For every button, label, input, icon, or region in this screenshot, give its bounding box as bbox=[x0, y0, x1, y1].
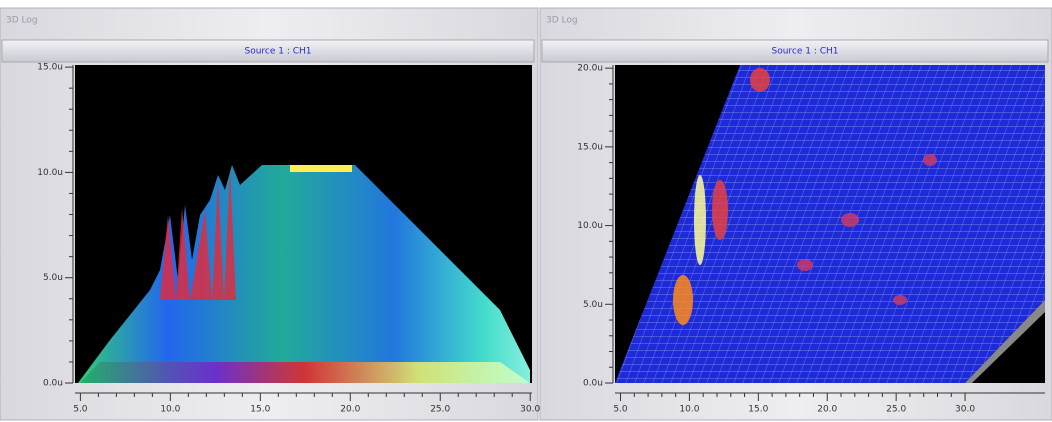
y-tick-label: 15.0u bbox=[37, 63, 63, 73]
x-tick-label: 20.0 bbox=[817, 405, 837, 415]
surface bbox=[615, 65, 1045, 383]
y-tick-label: 20.0u bbox=[577, 64, 603, 74]
y-tick-label: 10.0u bbox=[577, 221, 603, 231]
surface-peak bbox=[694, 175, 706, 265]
panel-title: 3D Log bbox=[546, 16, 578, 26]
surface-crest bbox=[290, 165, 352, 172]
panels: 3D Log Source 1 : CH1 0.0u 5.0u 10.0u 15.0u 5.… bbox=[0, 7, 1052, 421]
surface-peak bbox=[750, 68, 770, 92]
panel-title: 3D Log bbox=[6, 16, 38, 26]
x-tick-label: 25.0 bbox=[886, 405, 906, 415]
surface bbox=[78, 165, 530, 383]
y-tick-label: 10.0u bbox=[37, 168, 63, 178]
plot-title-bar bbox=[541, 39, 1049, 63]
surface-peak bbox=[712, 180, 728, 240]
x-tick-label: 15.0 bbox=[748, 405, 768, 415]
x-tick-label: 30.0 bbox=[955, 405, 975, 415]
surface-art bbox=[78, 165, 530, 383]
x-tick-label: 15.0 bbox=[250, 405, 270, 415]
surface-peak bbox=[923, 154, 937, 166]
panel: 3D Log Source 1 : CH1 0.0u 5.0u 10.0u 15.0u 5.… bbox=[0, 7, 540, 421]
surface-floor bbox=[80, 362, 530, 383]
surface-peaks bbox=[160, 168, 236, 300]
plot-title: Source 1 : CH1 bbox=[771, 47, 838, 57]
x-tick-label: 30.0 bbox=[520, 405, 540, 415]
plot-title-bar bbox=[1, 39, 535, 63]
y-tick-label: 5.0u bbox=[583, 300, 603, 310]
surface-peak bbox=[841, 213, 859, 227]
surface-peak bbox=[673, 275, 693, 325]
surface-peak bbox=[893, 295, 907, 305]
surface-peak bbox=[797, 259, 813, 271]
x-tick-label: 20.0 bbox=[340, 405, 360, 415]
y-tick-label: 0.0u bbox=[583, 379, 603, 389]
x-tick-label: 10.0 bbox=[160, 405, 180, 415]
y-tick-label: 15.0u bbox=[577, 142, 603, 152]
surface-side bbox=[965, 300, 1045, 383]
y-tick-label: 5.0u bbox=[43, 273, 63, 283]
x-tick-label: 10.0 bbox=[679, 405, 699, 415]
surface-art bbox=[615, 65, 1045, 383]
panel: 3D Log Source 1 : CH1 0.0u 5.0u 10.0u 15.0u 20… bbox=[539, 7, 1052, 421]
y-tick-label: 0.0u bbox=[43, 379, 63, 389]
x-tick-label: 25.0 bbox=[430, 405, 450, 415]
x-tick-label: 5.0 bbox=[613, 405, 628, 415]
x-tick-label: 5.0 bbox=[73, 405, 88, 415]
plot-title: Source 1 : CH1 bbox=[244, 47, 311, 57]
